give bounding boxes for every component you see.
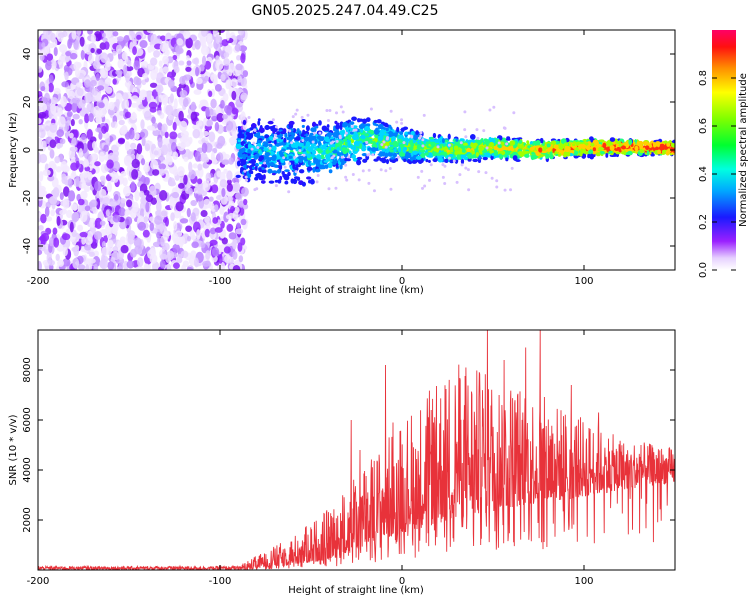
- colorbar-label: Normalized spectral amplitude: [738, 73, 749, 227]
- x-tick-label: -100: [209, 276, 232, 287]
- spectrogram-x-axis-label: Height of straight line (km): [288, 285, 424, 296]
- y-tick-label: 0: [22, 147, 33, 153]
- colorbar-tick-label: 0.0: [698, 262, 709, 278]
- x-tick-label: 100: [574, 276, 593, 287]
- x-tick-label: -200: [27, 576, 50, 587]
- y-tick-label: -20: [22, 190, 33, 206]
- snr-frame: [37, 329, 676, 571]
- figure-title: GN05.2025.247.04.49.C25: [252, 3, 439, 19]
- snr-x-axis-label: Height of straight line (km): [288, 585, 424, 596]
- colorbar-tick-label: 0.8: [698, 70, 709, 86]
- x-tick-label: 0: [399, 276, 405, 287]
- x-tick-label: -100: [209, 576, 232, 587]
- y-tick-label: 2000: [22, 507, 33, 532]
- y-tick-label: 6000: [22, 407, 33, 432]
- colorbar-ticks: 0.0 0.2 0.4 0.6 0.8: [698, 70, 736, 278]
- colorbar-tick-label: 0.4: [698, 166, 709, 182]
- colorbar: 0.0 0.2 0.4 0.6 0.8 Normalized spectral ampl…: [698, 30, 749, 278]
- colorbar-tick-label: 0.2: [698, 214, 709, 230]
- x-tick-label: -200: [27, 276, 50, 287]
- y-tick-label: 4000: [22, 457, 33, 482]
- snr-panel: -200 -100 0 100 2000 4000 6000 8000 Height of s…: [8, 329, 676, 596]
- y-tick-label: 40: [22, 48, 33, 61]
- colorbar-gradient: [712, 30, 736, 270]
- colorbar-tick-label: 0.6: [698, 118, 709, 134]
- spectrogram-y-axis-label: Frequency (Hz): [8, 112, 19, 188]
- snr-ticks: -200 -100 0 100 2000 4000 6000 8000: [22, 330, 675, 587]
- y-tick-label: 20: [22, 96, 33, 109]
- snr-y-axis-label: SNR (10 * v/v): [8, 414, 19, 485]
- spectrogram-image: [38, 30, 675, 270]
- x-tick-label: 100: [574, 576, 593, 587]
- y-tick-label: 8000: [22, 357, 33, 382]
- x-tick-label: 0: [399, 576, 405, 587]
- y-tick-label: -40: [22, 238, 33, 254]
